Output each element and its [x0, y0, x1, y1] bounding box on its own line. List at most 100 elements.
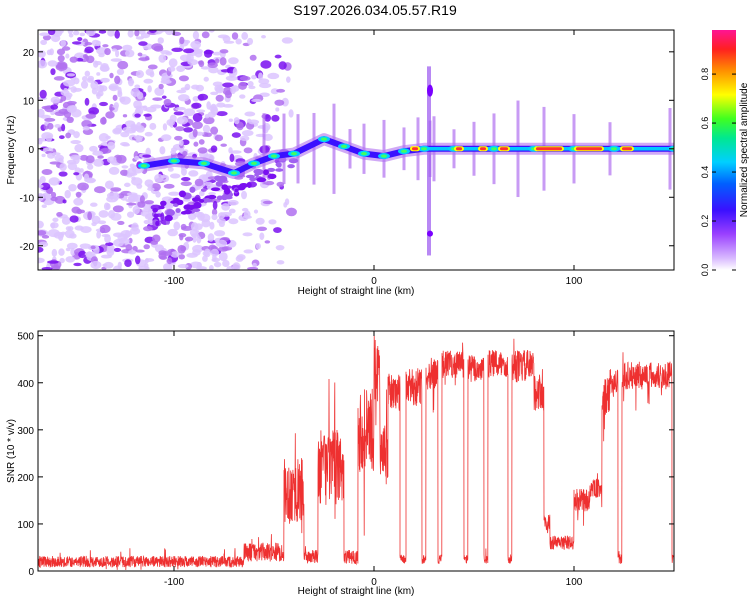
noise-blob: [209, 265, 214, 270]
noise-blob: [39, 175, 46, 184]
noise-blob: [126, 172, 138, 176]
noise-blob: [166, 118, 175, 126]
noise-blob: [65, 53, 70, 59]
noise-blob: [180, 167, 187, 176]
noise-blob: [218, 252, 228, 262]
noise-blob: [38, 230, 47, 236]
noise-blob: [180, 87, 190, 91]
noise-blob: [75, 57, 84, 62]
noise-blob: [217, 246, 229, 252]
noise-blob: [122, 44, 133, 51]
noise-blob: [207, 62, 218, 69]
noise-blob: [287, 164, 295, 169]
noise-blob: [38, 60, 48, 69]
noise-blob: [114, 75, 121, 85]
noise-blob: [267, 173, 277, 180]
noise-blob: [84, 178, 97, 183]
noise-blob: [65, 226, 72, 231]
noise-blob: [183, 209, 192, 215]
noise-blob: [127, 30, 134, 38]
noise-blob: [153, 45, 164, 52]
noise-blob: [153, 213, 159, 218]
noise-blob: [220, 143, 227, 147]
noise-blob: [52, 217, 59, 223]
noise-blob: [228, 57, 239, 65]
noise-blob: [166, 209, 175, 217]
noise-blob: [61, 46, 71, 51]
y-tick-label: 400: [17, 379, 34, 390]
noise-blob: [140, 32, 151, 39]
noise-blob: [47, 122, 54, 130]
noise-blob: [84, 42, 93, 46]
noise-blob: [255, 217, 265, 225]
noise-blob: [99, 101, 108, 107]
noise-blob: [68, 184, 77, 192]
noise-blob: [239, 135, 250, 142]
noise-blob: [183, 108, 196, 117]
noise-blob: [226, 265, 234, 270]
noise-blob: [69, 233, 77, 239]
noise-blob: [41, 235, 50, 239]
noise-blob: [48, 177, 60, 186]
noise-blob: [193, 141, 199, 147]
noise-blob: [75, 191, 82, 198]
noise-blob: [70, 248, 76, 256]
noise-blob: [191, 84, 200, 90]
noise-blob: [175, 208, 181, 213]
noise-blob: [144, 131, 153, 137]
noise-blob: [134, 113, 141, 118]
noise-blob: [161, 95, 167, 99]
noise-blob: [50, 104, 59, 110]
noise-blob: [258, 72, 264, 81]
noise-blob: [116, 154, 127, 164]
x-axis-label: Height of straight line (km): [298, 286, 415, 297]
noise-blob: [120, 131, 130, 138]
noise-blob: [188, 212, 197, 221]
noise-blob: [211, 208, 218, 216]
noise-blob: [92, 150, 104, 156]
noise-blob: [219, 49, 229, 54]
noise-blob: [59, 163, 67, 171]
noise-blob: [99, 227, 106, 234]
noise-blob: [177, 244, 186, 254]
noise-blob: [254, 169, 263, 176]
noise-blob: [98, 30, 107, 34]
noise-blob: [178, 254, 186, 260]
noise-blob: [271, 114, 280, 122]
snr-line-group: [38, 335, 674, 571]
noise-blob: [98, 133, 110, 142]
noise-blob: [161, 134, 172, 141]
noise-blob: [176, 89, 187, 94]
noise-blob: [136, 91, 144, 100]
noise-blob: [248, 119, 260, 125]
noise-blob: [276, 260, 285, 265]
noise-blob: [229, 153, 235, 163]
noise-blob: [150, 240, 159, 245]
noise-blob: [112, 205, 124, 213]
noise-blob: [176, 65, 186, 72]
noise-blob: [62, 199, 67, 204]
noise-blob: [112, 94, 118, 101]
noise-blob: [191, 102, 202, 109]
y-tick-label: 300: [17, 426, 34, 437]
noise-blob: [135, 70, 145, 78]
noise-blob: [241, 190, 248, 200]
noise-blob: [176, 116, 189, 125]
noise-blob: [60, 95, 67, 102]
noise-blob: [87, 211, 93, 221]
noise-blob: [247, 37, 254, 45]
noise-blob: [175, 106, 186, 111]
noise-blob: [234, 188, 239, 193]
noise-blob: [45, 134, 53, 143]
noise-blob: [104, 234, 111, 244]
colorbar-tick-label: 0.2: [700, 215, 710, 228]
noise-blob: [184, 236, 194, 242]
noise-blob: [38, 241, 49, 248]
noise-blob: [249, 177, 257, 182]
noise-blob: [256, 226, 268, 232]
noise-blob: [109, 107, 115, 111]
noise-blob: [113, 265, 122, 270]
noise-blob: [104, 47, 111, 56]
noise-blob: [96, 72, 101, 76]
noise-blob: [103, 202, 110, 211]
